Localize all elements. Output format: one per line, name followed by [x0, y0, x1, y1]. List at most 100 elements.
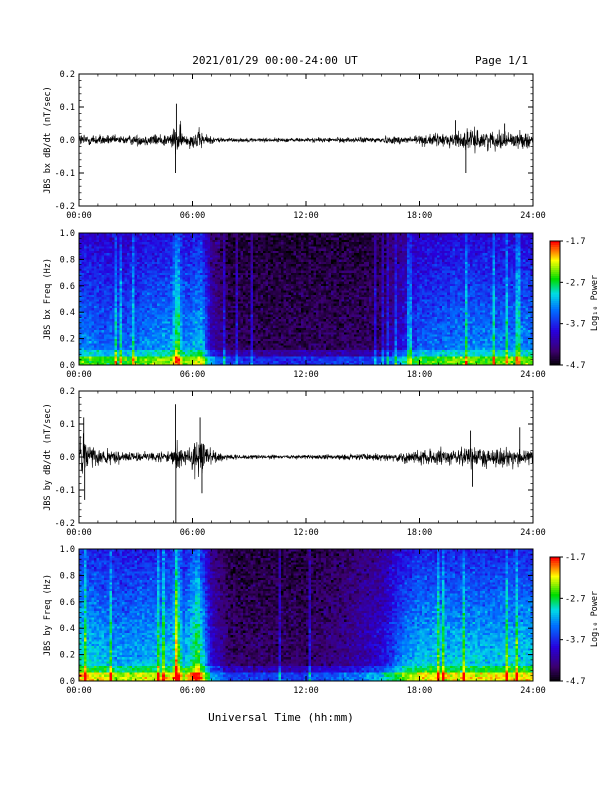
spectrogram-cell — [145, 295, 148, 298]
spectrogram-cell — [263, 312, 266, 315]
spectrogram-cell — [258, 339, 261, 342]
spectrogram-cell — [245, 347, 248, 350]
spectrogram-cell — [124, 273, 127, 276]
spectrogram-cell — [248, 352, 251, 355]
spectrogram-cell — [150, 286, 153, 289]
spectrogram-cell — [172, 336, 175, 339]
spectrogram-cell — [182, 297, 185, 300]
spectrogram-cell — [235, 317, 238, 320]
spectrogram-cell — [190, 242, 193, 245]
spectrogram-cell — [233, 246, 236, 249]
spectrogram-cell — [208, 284, 211, 287]
spectrogram-cell — [248, 347, 251, 350]
spectrogram-cell — [140, 246, 143, 249]
spectrogram-cell — [150, 336, 153, 339]
spectrogram-cell — [84, 281, 87, 284]
spectrogram-cell — [268, 361, 271, 364]
spectrogram-cell — [160, 334, 163, 337]
spectrogram-cell — [223, 240, 226, 243]
spectrogram-cell — [218, 264, 221, 267]
spectrogram-cell — [235, 358, 238, 361]
spectrogram-cell — [145, 286, 148, 289]
spectrogram-cell — [109, 297, 112, 300]
spectrogram-cell — [102, 358, 105, 361]
spectrogram-cell — [87, 262, 90, 265]
spectrogram-cell — [238, 345, 241, 348]
spectrogram-cell — [175, 350, 178, 353]
spectrogram-cell — [97, 297, 100, 300]
spectrogram-cell — [215, 248, 218, 251]
spectrogram-cell — [117, 266, 120, 269]
spectrogram-cell — [127, 273, 130, 276]
spectrogram-cell — [155, 255, 158, 258]
spectrogram-cell — [129, 279, 132, 282]
spectrogram-cell — [150, 352, 153, 355]
spectrogram-cell — [213, 306, 216, 309]
spectrogram-cell — [137, 312, 140, 315]
spectrogram-cell — [248, 339, 251, 342]
spectrogram-cell — [150, 277, 153, 280]
spectrogram-cell — [230, 259, 233, 262]
spectrogram-cell — [127, 347, 130, 350]
spectrogram-cell — [97, 259, 100, 262]
spectrogram-cell — [271, 288, 274, 291]
spectrogram-cell — [127, 288, 130, 291]
spectrogram-cell — [122, 306, 125, 309]
spectrogram-cell — [238, 299, 241, 302]
spectrogram-cell — [198, 306, 201, 309]
spectrogram-cell — [243, 352, 246, 355]
spectrogram-cell — [94, 350, 97, 353]
spectrogram-cell — [145, 259, 148, 262]
spectrogram-cell — [92, 321, 95, 324]
spectrogram-cell — [245, 303, 248, 306]
spectrogram-cell — [182, 277, 185, 280]
spectrogram-cell — [213, 273, 216, 276]
spectrogram-cell — [210, 244, 213, 247]
spectrogram-cell — [172, 259, 175, 262]
spectrogram-cell — [107, 240, 110, 243]
spectrogram-cell — [230, 343, 233, 346]
spectrogram-cell — [160, 356, 163, 359]
spectrogram-cell — [190, 259, 193, 262]
spectrogram-cell — [145, 354, 148, 357]
spectrogram-cell — [215, 343, 218, 346]
spectrogram-cell — [225, 268, 228, 271]
spectrogram-cell — [147, 284, 150, 287]
spectrogram-cell — [190, 246, 193, 249]
spectrogram-cell — [129, 242, 132, 245]
spectrogram-cell — [104, 270, 107, 273]
spectrogram-cell — [223, 306, 226, 309]
spectrogram-cell — [134, 303, 137, 306]
spectrogram-cell — [117, 246, 120, 249]
spectrogram-cell — [122, 334, 125, 337]
spectrogram-cell — [261, 248, 264, 251]
spectrogram-cell — [190, 314, 193, 317]
spectrogram-cell — [258, 328, 261, 331]
spectrogram-cell — [119, 235, 122, 238]
spectrogram-cell — [82, 246, 85, 249]
spectrogram-cell — [170, 284, 173, 287]
spectrogram-cell — [268, 262, 271, 265]
spectrogram-cell — [223, 281, 226, 284]
spectrogram-cell — [243, 361, 246, 364]
spectrogram-cell — [253, 330, 256, 333]
spectrogram-cell — [82, 299, 85, 302]
spectrogram-cell — [82, 354, 85, 357]
spectrogram-cell — [220, 345, 223, 348]
spectrogram-cell — [281, 240, 284, 243]
spectrogram-cell — [137, 325, 140, 328]
spectrogram-cell — [230, 306, 233, 309]
spectrogram-cell — [243, 317, 246, 320]
spectrogram-cell — [256, 314, 259, 317]
spectrogram-cell — [117, 257, 120, 260]
spectrogram-cell — [200, 292, 203, 295]
spectrogram-cell — [198, 358, 201, 361]
spectrogram-cell — [248, 350, 251, 353]
spectrogram-cell — [203, 248, 206, 251]
spectrogram-cell — [94, 288, 97, 291]
spectrogram-cell — [92, 312, 95, 315]
spectrogram-cell — [142, 270, 145, 273]
spectrogram-cell — [92, 257, 95, 260]
spectrogram-cell — [248, 257, 251, 260]
spectrogram-cell — [175, 281, 178, 284]
